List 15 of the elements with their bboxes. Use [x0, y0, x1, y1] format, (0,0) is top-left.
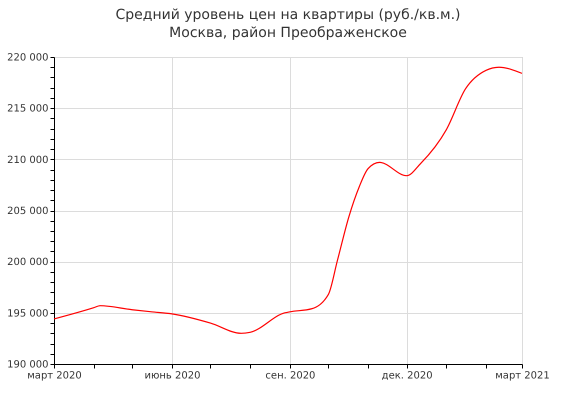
- line-series: [53, 66, 523, 334]
- chart-subtitle: Москва, район Преображенское: [169, 25, 407, 41]
- x-tick-label: март 2021: [495, 370, 550, 382]
- y-tick-label: 210 000: [7, 154, 48, 166]
- y-tick-label: 205 000: [7, 206, 48, 217]
- y-tick-label: 200 000: [7, 257, 48, 268]
- x-tick-label: март 2020: [27, 370, 82, 382]
- chart-title: Средний уровень цен на квартиры (руб./кв.м.): [115, 7, 461, 23]
- y-tick-label: 215 000: [7, 104, 48, 115]
- y-tick-label: 195 000: [7, 308, 48, 320]
- x-tick-label: июнь 2020: [144, 370, 200, 382]
- y-tick-label: 220 000: [7, 52, 48, 64]
- x-tick-label: дек. 2020: [382, 370, 433, 382]
- y-tick-label: 190 000: [7, 360, 48, 370]
- x-tick-label: сен. 2020: [265, 370, 316, 382]
